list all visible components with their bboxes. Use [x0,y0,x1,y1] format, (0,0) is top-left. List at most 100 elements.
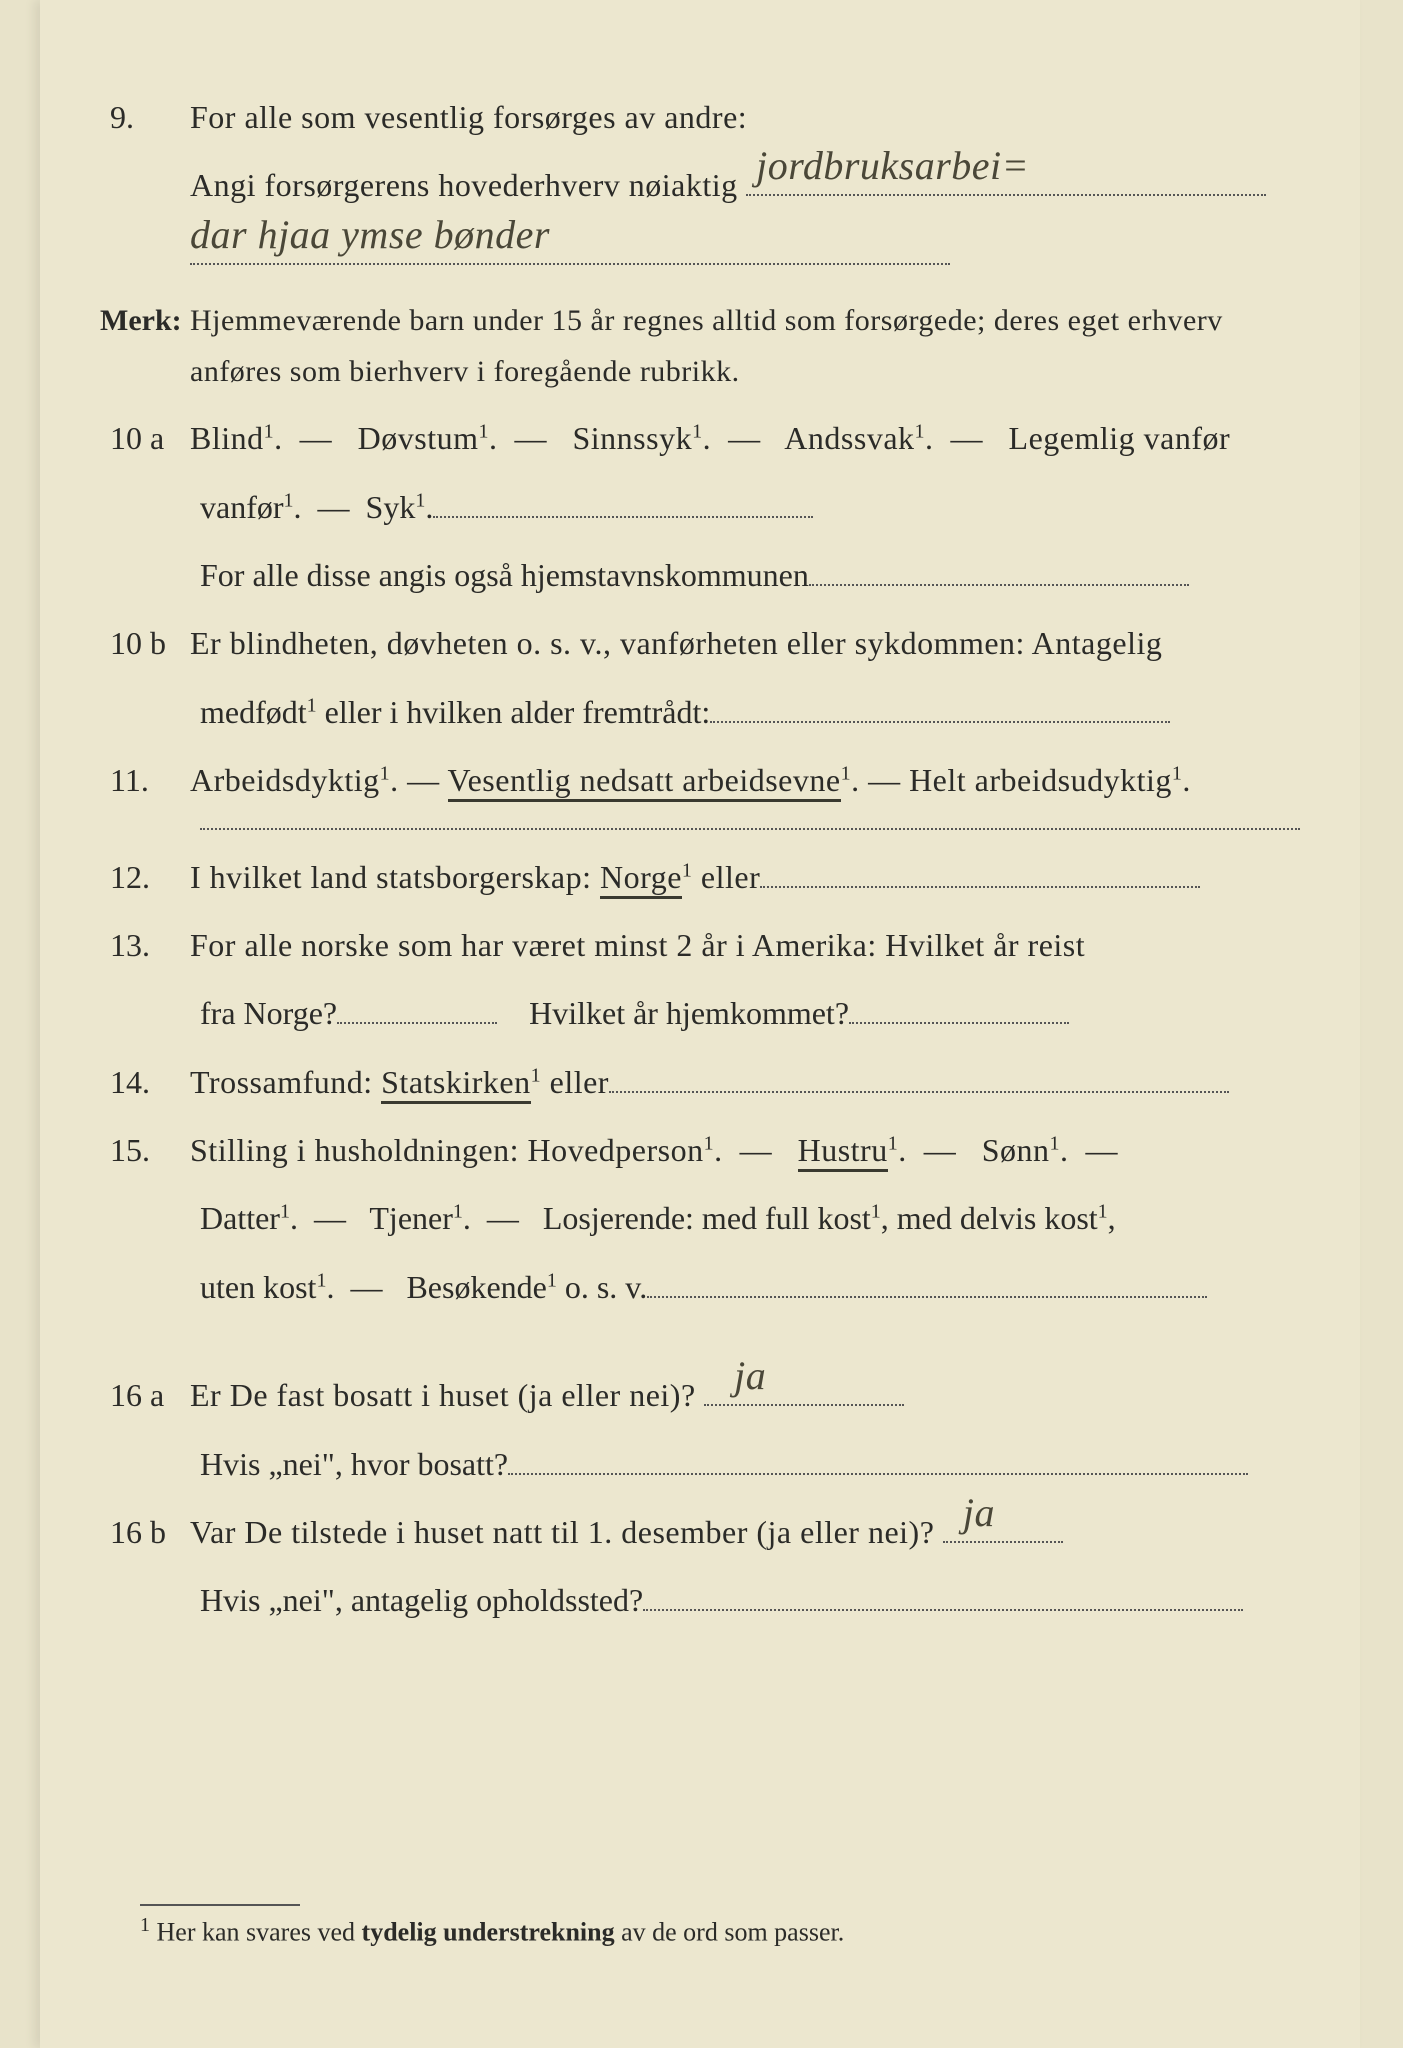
q16a-ans: ja [734,1342,766,1410]
q16a-row2: Hvis „nei", hvor bosatt? [200,1437,1300,1491]
q12-prefix: I hvilket land statsborgerskap: [190,859,600,895]
q15-l3c: o. s. v. [557,1269,647,1305]
q12-fill[interactable] [760,886,1200,888]
q10a-row1b: vanfør1. — Syk1. [200,480,1300,534]
q9-line1: For alle som vesentlig forsørges av andr… [190,90,1300,144]
q13-line1: For alle norske som har været minst 2 år… [190,918,1300,972]
q9-row1: 9. For alle som vesentlig forsørges av a… [100,90,1300,144]
q13-fill2[interactable] [849,1022,1069,1024]
q12-num: 12. [100,850,190,904]
q12-suffix: eller [701,859,760,895]
q10a-opt4: Legemlig vanfør [1009,420,1231,456]
q16b-ans: ja [963,1479,995,1547]
q9-num: 9. [100,90,190,144]
q16a-num: 16 a [100,1368,190,1422]
q10a-fill1[interactable] [433,516,813,518]
q9-fill2[interactable]: dar hjaa ymse bønder [190,263,950,265]
q16b-fill1[interactable]: ja [943,1541,1063,1543]
footnote-bold: tydelig understrekning [362,1918,615,1947]
q14-under: Statskirken [381,1064,530,1104]
q13-row2: fra Norge? Hvilket år hjemkommet? [200,986,1300,1040]
q10a-opt3: Andssvak [784,420,914,456]
q15-row3: uten kost1. — Besøkende1 o. s. v. [200,1260,1300,1314]
footnote-text: 1 Her kan svares ved tydelig understrekn… [140,1914,1280,1948]
q16a-content: Er De fast bosatt i huset (ja eller nei)… [190,1368,1300,1422]
footnote-t2: av de ord som passer. [615,1918,845,1947]
q10b-l2p: medfødt [200,694,307,730]
q9-row3: dar hjaa ymse bønder [100,227,1300,281]
q15-row1: 15. Stilling i husholdningen: Hovedperso… [100,1123,1300,1177]
q12-under: Norge [600,859,682,899]
q9-hand2: dar hjaa ymse bønder [190,201,550,269]
q15-l2o0: Datter [200,1200,280,1236]
q15-o2: Sønn [982,1132,1050,1168]
footnote-marker: 1 [140,1914,150,1936]
q14-fill[interactable] [609,1091,1229,1093]
q16b-num: 16 b [100,1505,190,1559]
q12-content: I hvilket land statsborgerskap: Norge1 e… [190,850,1300,904]
q15-fill[interactable] [647,1296,1207,1298]
q14-num: 14. [100,1055,190,1109]
q11-row: 11. Arbeidsdyktig1. — Vesentlig nedsatt … [100,753,1300,807]
q10b-fill[interactable] [710,721,1170,723]
q16a-l2: Hvis „nei", hvor bosatt? [200,1446,508,1482]
q16b-l2: Hvis „nei", antagelig opholdssted? [200,1582,643,1618]
q15-prefix: Stilling i husholdningen: [190,1132,527,1168]
q16a-fill2[interactable] [508,1473,1248,1475]
q10b-line1: Er blindheten, døvheten o. s. v., vanfør… [190,616,1300,670]
q9-fill1[interactable]: jordbruksarbei= [746,194,1266,196]
q10a-num: 10 a [100,411,190,465]
q16a-q: Er De fast bosatt i huset (ja eller nei)… [190,1377,696,1413]
q15-o1: Hustru [798,1132,888,1172]
q13-l2a: fra Norge? [200,995,337,1031]
census-form-page: 9. For alle som vesentlig forsørges av a… [40,0,1360,2048]
q9-line2-prefix: Angi forsørgerens hovederhverv nøiaktig [190,167,738,203]
q15-o0: Hovedperson [527,1132,703,1168]
q14-row: 14. Trossamfund: Statskirken1 eller [100,1055,1300,1109]
q16b-fill2[interactable] [643,1609,1243,1611]
q10b-row2: medfødt1 eller i hvilken alder fremtrådt… [200,685,1300,739]
q11-content: Arbeidsdyktig1. — Vesentlig nedsatt arbe… [190,753,1300,807]
q11-opt1: Arbeidsdyktig [190,762,380,798]
footnote-rule [140,1904,300,1906]
q12-row: 12. I hvilket land statsborgerskap: Norg… [100,850,1300,904]
q16b-row1: 16 b Var De tilstede i huset natt til 1.… [100,1505,1300,1559]
divider-1 [200,828,1300,830]
q14-prefix: Trossamfund: [190,1064,381,1100]
q16a-fill1[interactable]: ja [704,1404,904,1406]
q15-line1: Stilling i husholdningen: Hovedperson1. … [190,1123,1300,1177]
q11-num: 11. [100,753,190,807]
q16b-row2: Hvis „nei", antagelig opholdssted? [200,1573,1300,1627]
q9-line3: dar hjaa ymse bønder [190,227,1300,281]
q15-row2: Datter1. — Tjener1. — Losjerende: med fu… [200,1191,1300,1245]
q15-l2t2: , med delvis kost [881,1200,1098,1236]
q15-num: 15. [100,1123,190,1177]
q10a-row2: For alle disse angis også hjemstavnskomm… [200,548,1300,602]
q13-l2b: Hvilket år hjemkommet? [529,995,849,1031]
q16b-q: Var De tilstede i huset natt til 1. dese… [190,1514,934,1550]
q10a-opt1: Døvstum [358,420,479,456]
q10a-opts: Blind1. — Døvstum1. — Sinnssyk1. — Andss… [190,411,1300,465]
q10a-row1: 10 a Blind1. — Døvstum1. — Sinnssyk1. — … [100,411,1300,465]
q11-opt2: Vesentlig nedsatt arbeidsevne [448,762,841,802]
q11-opt3: Helt arbeidsudyktig [909,762,1172,798]
q10a-opt5: Syk [366,489,416,525]
q10b-num: 10 b [100,616,190,670]
q10b-l2r: eller i hvilken alder fremtrådt: [317,694,711,730]
merk-text: Hjemmeværende barn under 15 år regnes al… [190,295,1300,397]
footnote-t1: Her kan svares ved [157,1918,362,1947]
footnote: 1 Her kan svares ved tydelig understrekn… [140,1904,1280,1948]
q16b-content: Var De tilstede i huset natt til 1. dese… [190,1505,1300,1559]
merk-row: Merk: Hjemmeværende barn under 15 år reg… [100,295,1300,397]
q10b-row1: 10 b Er blindheten, døvheten o. s. v., v… [100,616,1300,670]
q15-l3b: Besøkende [406,1269,546,1305]
q10a-fill2[interactable] [809,584,1189,586]
q16a-row1: 16 a Er De fast bosatt i huset (ja eller… [100,1368,1300,1422]
merk-label: Merk: [100,295,190,346]
q10a-line2: For alle disse angis også hjemstavnskomm… [200,557,809,593]
q14-content: Trossamfund: Statskirken1 eller [190,1055,1300,1109]
q10a-opt2: Sinnssyk [572,420,692,456]
q13-fill1[interactable] [337,1022,497,1024]
q15-l2t: Losjerende: med full kost [543,1200,871,1236]
q15-l2o1: Tjener [369,1200,453,1236]
